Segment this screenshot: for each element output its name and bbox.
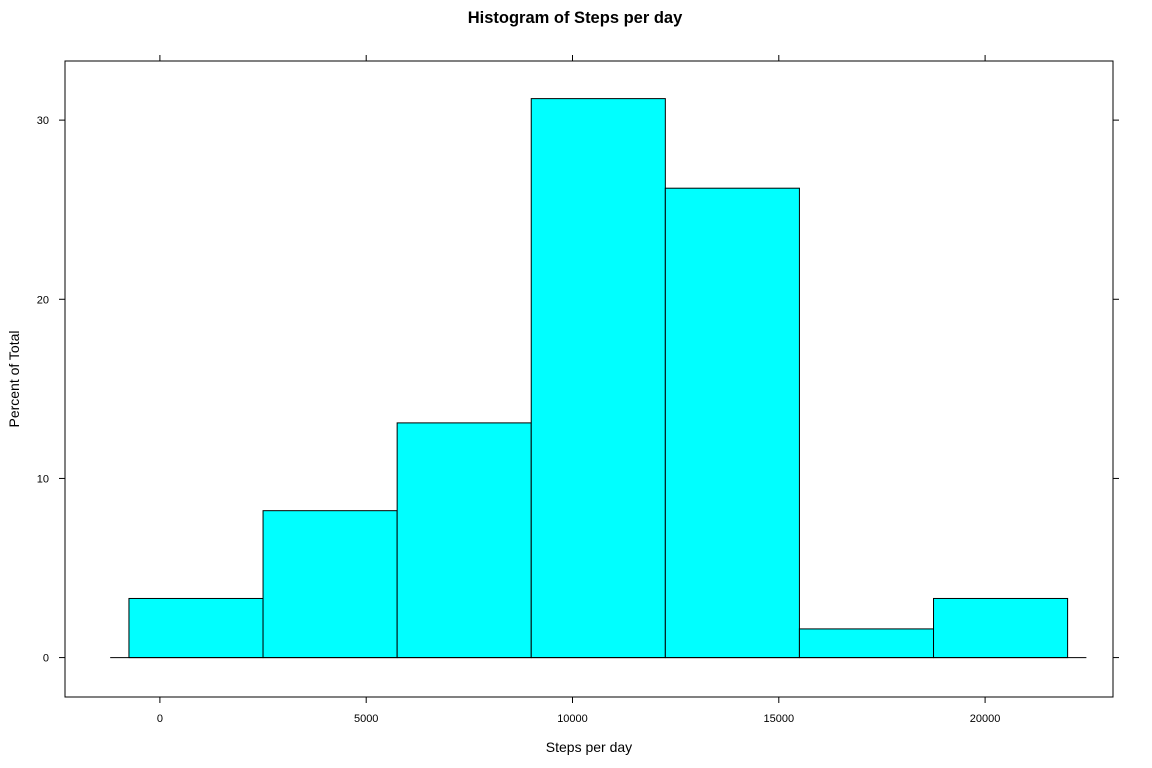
x-tick-label: 20000	[970, 713, 1001, 725]
ticks-layer: 0 5000 10000 15000 20000 0 10 20 30	[37, 55, 1119, 725]
y-tick-label: 0	[43, 653, 49, 665]
histogram-bar	[396, 422, 532, 659]
histogram-bar	[933, 597, 1069, 659]
y-tick-label: 10	[37, 473, 49, 485]
y-tick-label: 20	[37, 294, 49, 306]
x-axis-label: Steps per day	[546, 739, 632, 755]
histogram-bar	[798, 628, 935, 659]
plot-frame	[64, 60, 1114, 698]
histogram-bar	[262, 510, 398, 659]
histogram-bar	[530, 98, 666, 659]
chart-title: Histogram of Steps per day	[468, 9, 683, 27]
histogram-bar	[128, 597, 264, 659]
y-tick-label: 30	[37, 115, 49, 127]
histogram-bar	[664, 187, 800, 659]
x-tick-label: 10000	[557, 713, 588, 725]
y-axis-label: Percent of Total	[6, 330, 22, 427]
x-tick-label: 0	[157, 713, 163, 725]
x-tick-label: 15000	[763, 713, 794, 725]
bars-layer	[128, 98, 1069, 659]
x-tick-label: 5000	[354, 713, 378, 725]
